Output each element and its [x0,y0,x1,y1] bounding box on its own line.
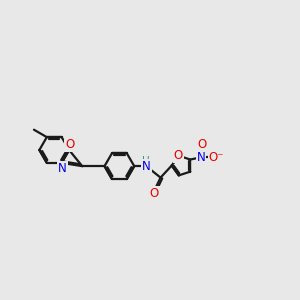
Text: O⁻: O⁻ [209,151,224,164]
Text: O: O [65,138,74,151]
Text: O: O [150,188,159,200]
Text: N: N [58,162,67,175]
Text: H: H [142,156,150,166]
Text: N: N [142,160,151,173]
Text: O: O [197,138,206,151]
Text: O: O [174,149,183,162]
Text: N: N [197,151,206,164]
